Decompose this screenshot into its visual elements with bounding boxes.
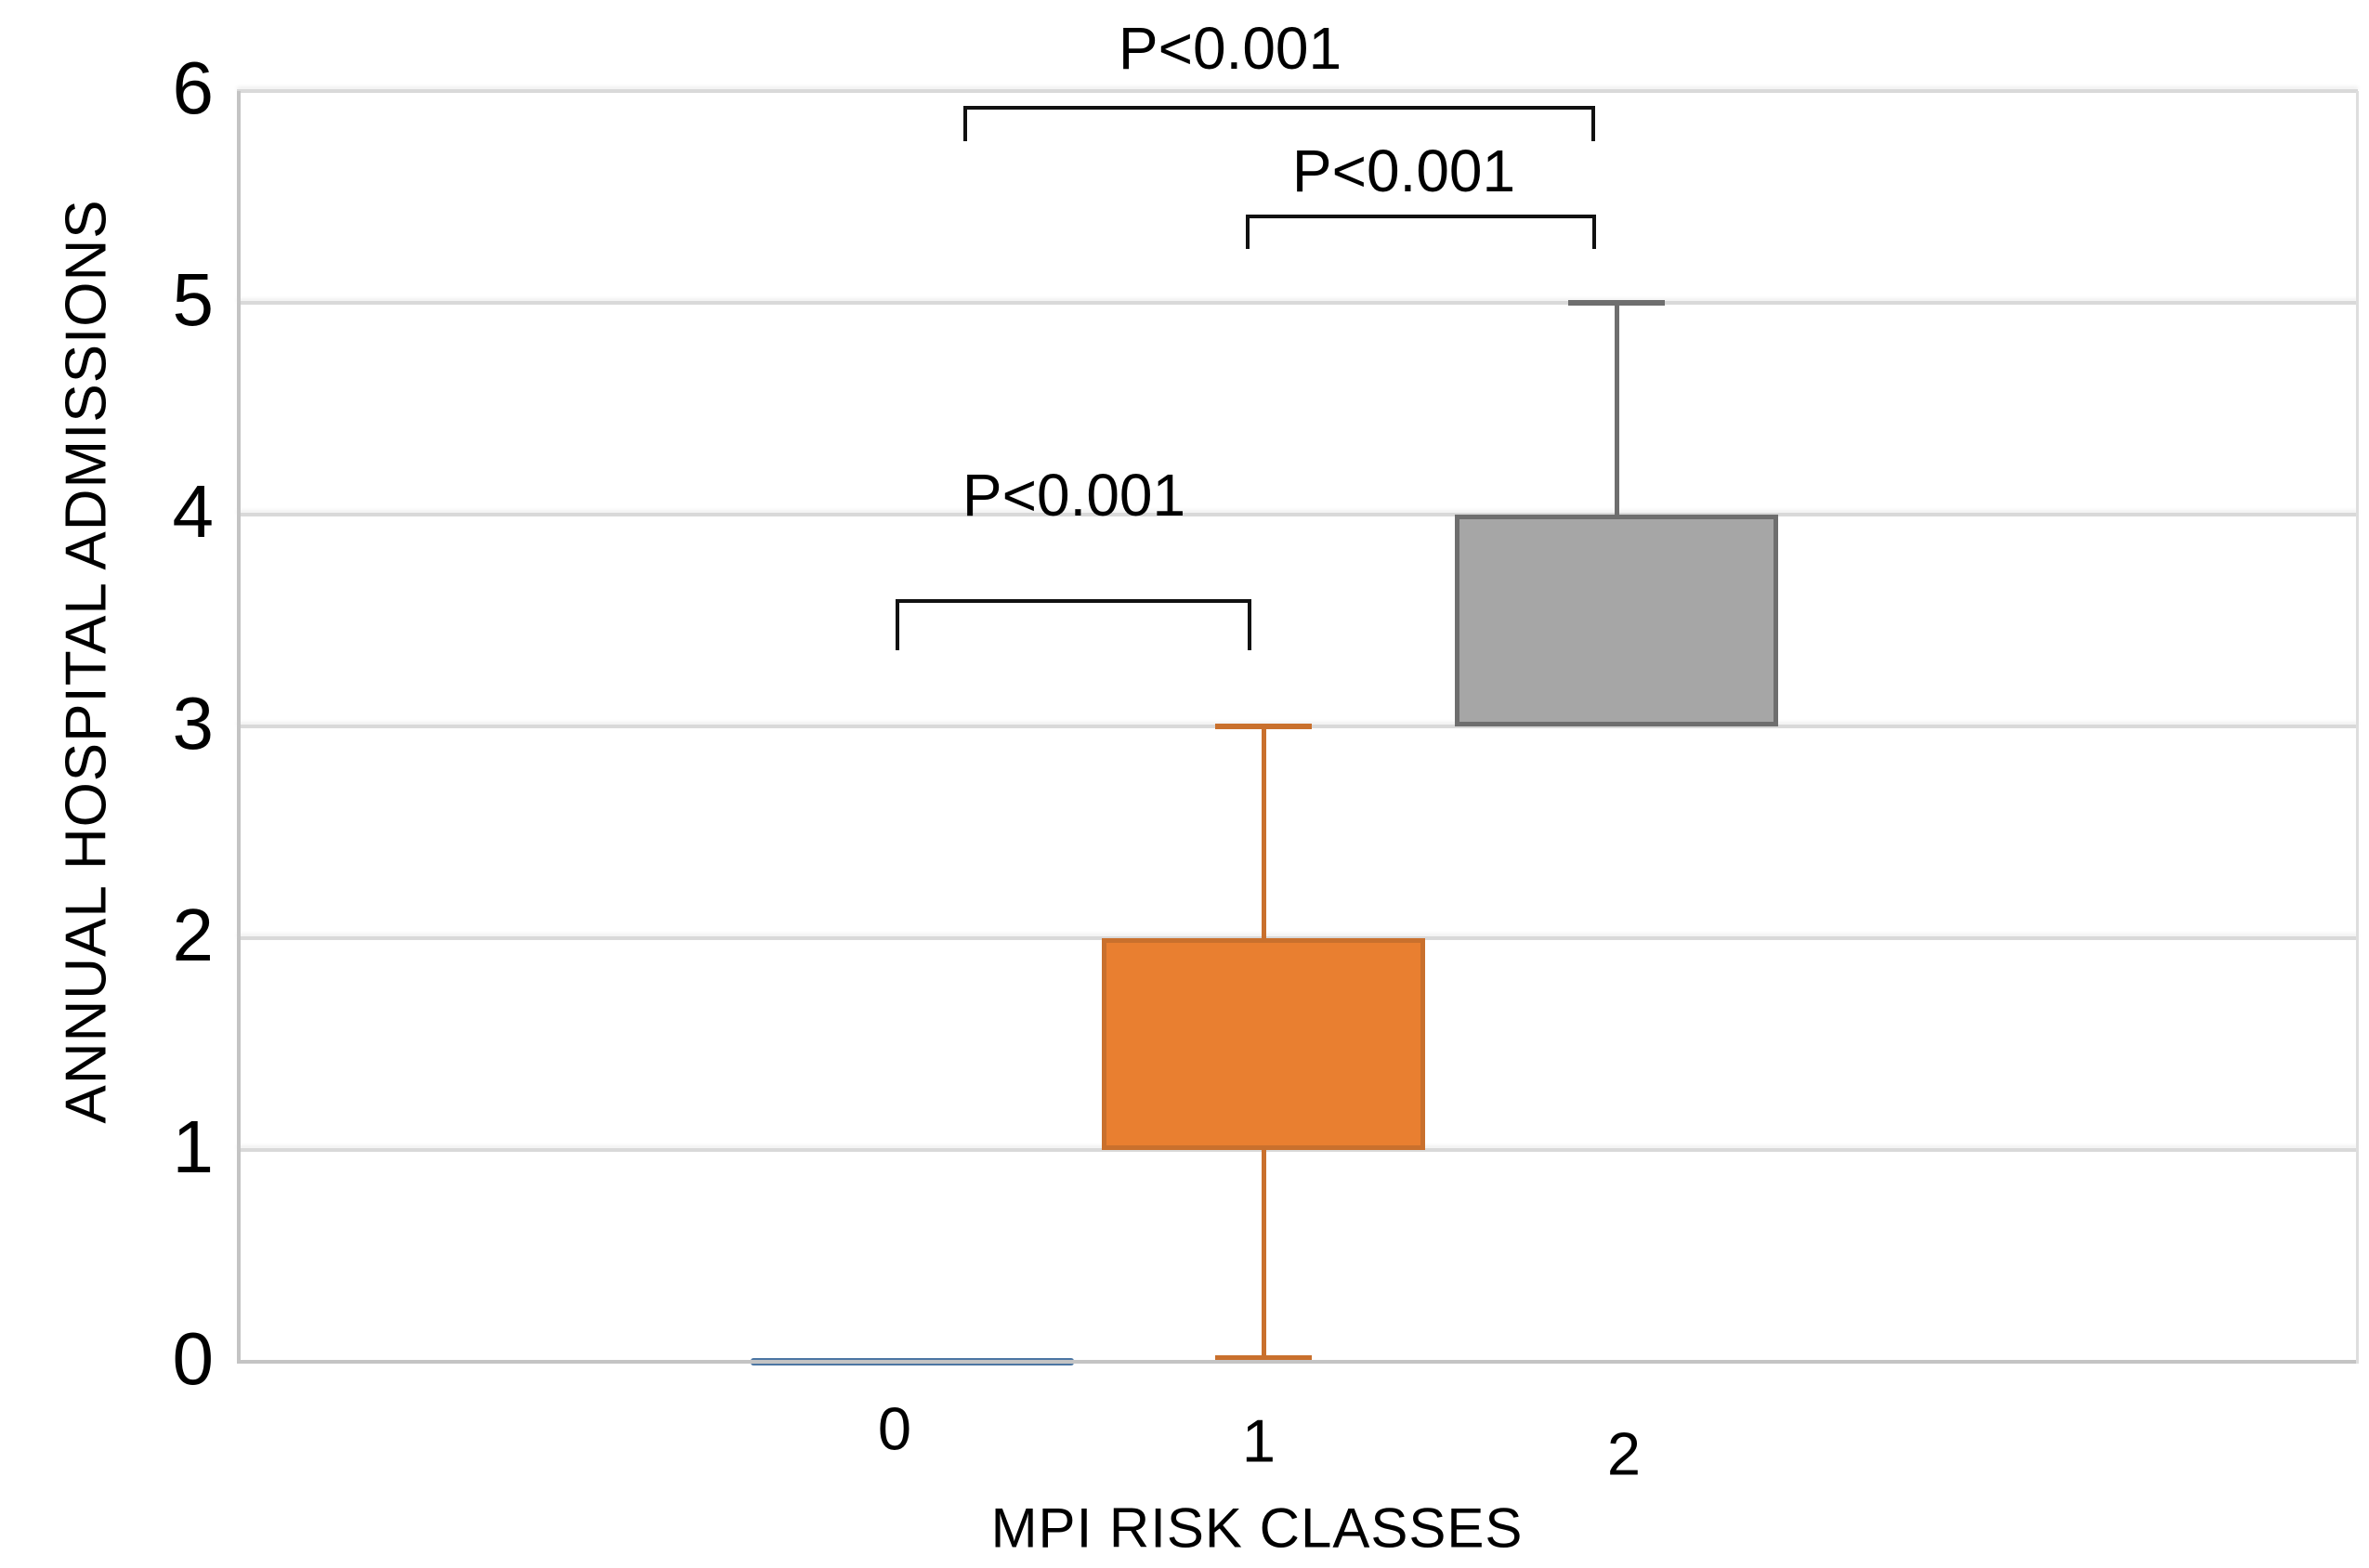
bracket-horizontal-line xyxy=(963,106,1595,110)
bracket-left-tick xyxy=(1246,215,1250,249)
x-tick-label-1: 1 xyxy=(1241,1406,1276,1475)
upper-whisker-class-1 xyxy=(1262,726,1266,938)
bracket-right-tick xyxy=(1591,106,1595,141)
x-tick-label-0: 0 xyxy=(877,1394,912,1463)
lower-whisker-class-1 xyxy=(1262,1150,1266,1358)
upper-whisker-cap-class-2 xyxy=(1568,300,1665,306)
p-value-label: P<0.001 xyxy=(1118,15,1342,82)
bracket-horizontal-line xyxy=(1246,215,1596,218)
y-tick-label-4: 4 xyxy=(172,470,215,553)
bracket-left-tick xyxy=(963,106,967,141)
y-tick-label-5: 5 xyxy=(172,258,215,341)
x-tick-label-2: 2 xyxy=(1606,1419,1642,1488)
box-class-1 xyxy=(1102,938,1425,1150)
bracket-right-tick xyxy=(1592,215,1596,249)
plot-right-border xyxy=(2356,91,2359,1364)
y-tick-label-1: 1 xyxy=(172,1105,215,1188)
y-tick-label-0: 0 xyxy=(172,1317,215,1400)
gridline-y-1 xyxy=(237,1148,2358,1152)
upper-whisker-cap-class-1 xyxy=(1215,724,1312,729)
y-axis-line xyxy=(237,91,241,1364)
box-class-2 xyxy=(1455,515,1778,726)
bracket-horizontal-line xyxy=(896,599,1251,603)
bracket-right-tick xyxy=(1248,599,1251,650)
upper-whisker-class-2 xyxy=(1615,303,1619,515)
gridline-y-6 xyxy=(237,89,2358,93)
y-tick-label-6: 6 xyxy=(172,46,215,129)
x-axis-title: MPI RISK CLASSES xyxy=(990,1496,1524,1560)
p-value-label: P<0.001 xyxy=(1291,137,1516,204)
gridline-y-4 xyxy=(237,513,2358,516)
gridline-y-5 xyxy=(237,301,2358,305)
y-axis-title: ANNUAL HOSPITAL ADMISSIONS xyxy=(54,199,119,1124)
y-tick-label-3: 3 xyxy=(172,682,215,764)
p-value-label: P<0.001 xyxy=(962,462,1186,529)
x-axis-line xyxy=(237,1360,2358,1364)
lower-whisker-cap-class-1 xyxy=(1215,1355,1312,1361)
y-tick-label-2: 2 xyxy=(172,894,215,976)
bracket-left-tick xyxy=(896,599,899,650)
